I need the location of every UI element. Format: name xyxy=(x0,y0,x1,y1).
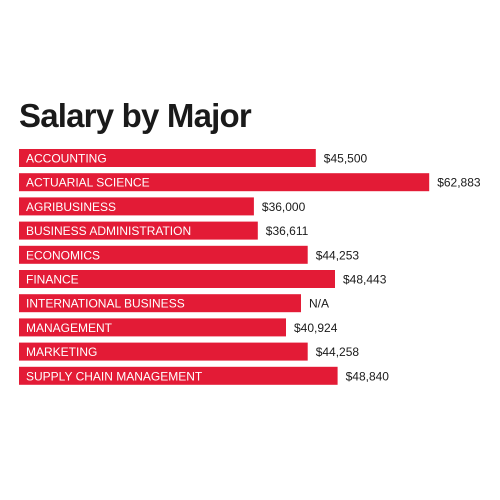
value-label: N/A xyxy=(309,297,329,311)
value-label: $45,500 xyxy=(324,152,368,166)
category-label: INTERNATIONAL BUSINESS xyxy=(26,297,185,311)
chart-title: Salary by Major xyxy=(19,97,252,134)
value-label: $48,443 xyxy=(343,273,387,287)
value-label: $44,253 xyxy=(316,248,360,262)
bar-accounting xyxy=(19,149,316,167)
category-label: ACTUARIAL SCIENCE xyxy=(26,176,150,190)
bar-marketing xyxy=(19,342,308,361)
bar-supply-chain-management xyxy=(19,366,338,385)
value-label: $36,000 xyxy=(262,200,306,214)
bar-actuarial-science xyxy=(19,173,430,192)
bar-agribusiness xyxy=(19,197,254,216)
value-label: $62,883 xyxy=(437,176,481,190)
bar-group: ACCOUNTING $45,500 ACTUARIAL SCIENCE $62,88… xyxy=(19,149,481,385)
category-label: ECONOMICS xyxy=(26,248,100,262)
bar-international-business xyxy=(19,294,301,313)
value-label: $44,258 xyxy=(316,345,360,359)
value-label: $36,611 xyxy=(266,224,309,238)
category-label: AGRIBUSINESS xyxy=(26,200,116,214)
bar-economics xyxy=(19,245,308,264)
category-label: SUPPLY CHAIN MANAGEMENT xyxy=(26,369,203,383)
bar-management xyxy=(19,318,286,337)
value-label: $40,924 xyxy=(294,321,338,335)
category-label: FINANCE xyxy=(26,273,79,287)
bar-finance xyxy=(19,270,335,288)
category-label: BUSINESS ADMINISTRATION xyxy=(26,224,191,238)
category-label: MARKETING xyxy=(26,345,97,359)
value-label: $48,840 xyxy=(346,369,390,383)
category-label: ACCOUNTING xyxy=(26,152,107,166)
category-label: MANAGEMENT xyxy=(26,321,113,335)
bar-business-administration xyxy=(19,221,258,240)
